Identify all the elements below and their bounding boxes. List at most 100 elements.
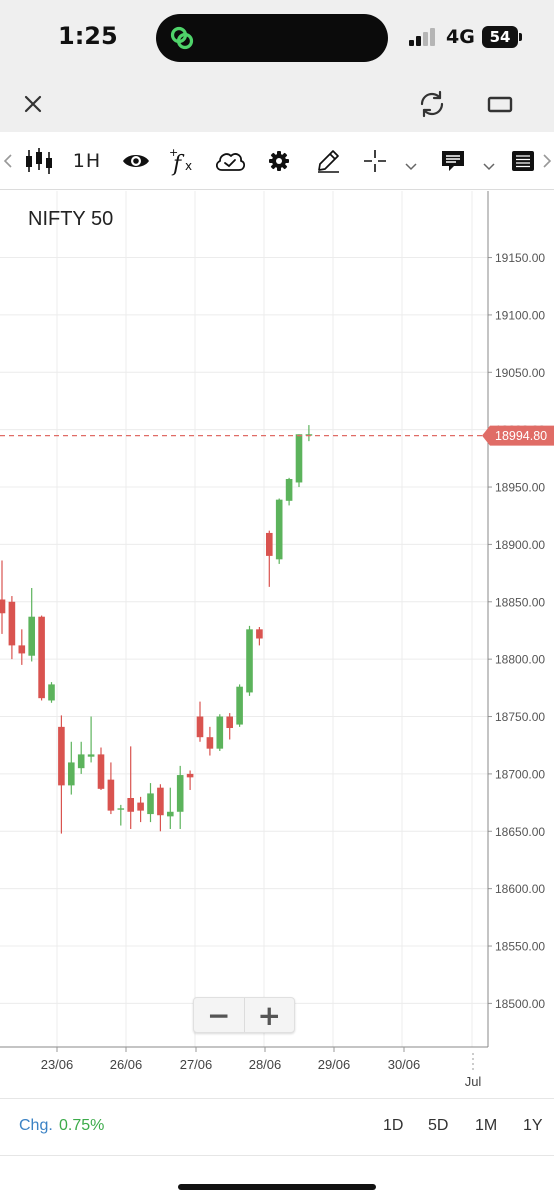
toolbar-scroll-left[interactable] bbox=[0, 132, 16, 190]
candle-body bbox=[256, 629, 263, 639]
y-tick-label: 18550.00 bbox=[495, 940, 545, 954]
range-1m-button[interactable]: 1M bbox=[475, 1117, 498, 1134]
candle-body bbox=[48, 684, 55, 701]
candle-body bbox=[167, 811, 174, 817]
candle-body bbox=[295, 434, 303, 483]
svg-text:+: + bbox=[169, 146, 178, 159]
y-tick-label: 18500.00 bbox=[495, 997, 545, 1011]
y-tick-label: 18800.00 bbox=[495, 653, 545, 667]
comments-dropdown[interactable] bbox=[478, 132, 500, 190]
app-header bbox=[0, 76, 554, 132]
zoom-divider bbox=[243, 998, 245, 1032]
x-tick-label: 28/06 bbox=[249, 1057, 282, 1072]
y-tick-label: 19100.00 bbox=[495, 308, 545, 322]
zoom-out-button[interactable]: − bbox=[207, 998, 231, 1032]
svg-text:f: f bbox=[171, 152, 185, 177]
signal-icon bbox=[409, 28, 435, 46]
price-chart[interactable]: 19150.0019100.0019050.0019000.0018950.00… bbox=[0, 191, 554, 1095]
candle-body bbox=[28, 616, 35, 656]
y-tick-label: 18900.00 bbox=[495, 538, 545, 552]
candle-body bbox=[147, 793, 154, 815]
zoom-in-button[interactable]: + bbox=[257, 998, 281, 1032]
y-tick-label: 18750.00 bbox=[495, 710, 545, 724]
bottom-bar bbox=[0, 1155, 554, 1200]
y-tick-label: 18850.00 bbox=[495, 595, 545, 609]
chart-toolbar: 1H + f x bbox=[0, 132, 554, 190]
candle-body bbox=[236, 686, 243, 725]
refresh-icon bbox=[420, 90, 444, 118]
candle-body bbox=[127, 798, 134, 812]
y-tick-label: 18950.00 bbox=[495, 481, 545, 495]
candle-body bbox=[97, 754, 105, 789]
gear-icon bbox=[269, 151, 289, 171]
chart-footer: Chg. 0.75% 1D 5D 1M 1Y bbox=[0, 1098, 554, 1154]
list-icon bbox=[512, 151, 534, 171]
candle-body bbox=[176, 775, 184, 812]
range-1d-button[interactable]: 1D bbox=[383, 1117, 404, 1134]
x-tick-label: 30/06 bbox=[388, 1057, 421, 1072]
cloud-save-button[interactable] bbox=[210, 132, 250, 190]
dynamic-island bbox=[156, 14, 388, 62]
y-tick-label: 18650.00 bbox=[495, 825, 545, 839]
comments-button[interactable] bbox=[436, 132, 470, 190]
candlestick-icon bbox=[26, 148, 52, 174]
candle-body bbox=[226, 716, 233, 729]
y-tick-label: 18700.00 bbox=[495, 767, 545, 781]
candle-body bbox=[157, 787, 164, 816]
candle-body bbox=[266, 532, 273, 556]
toolbar-scroll-right[interactable] bbox=[540, 132, 554, 190]
crosshair-dropdown[interactable] bbox=[400, 132, 422, 190]
candle-body bbox=[216, 716, 224, 749]
interval-label: 1H bbox=[72, 150, 102, 172]
candle-body bbox=[107, 779, 115, 811]
candle-body bbox=[206, 737, 214, 749]
x-tick-label: Jul bbox=[465, 1074, 482, 1089]
close-icon bbox=[24, 95, 42, 113]
landscape-button[interactable] bbox=[480, 84, 520, 124]
home-indicator bbox=[178, 1184, 376, 1190]
candle-body bbox=[8, 601, 16, 646]
change-label: Chg. bbox=[19, 1117, 53, 1134]
candle-body bbox=[285, 479, 293, 501]
visibility-button[interactable] bbox=[118, 132, 154, 190]
battery-level: 54 bbox=[482, 26, 522, 48]
link-icon bbox=[170, 26, 194, 50]
chart-area[interactable]: 19150.0019100.0019050.0019000.0018950.00… bbox=[0, 191, 554, 1095]
candle-body bbox=[186, 773, 194, 778]
candle-body bbox=[38, 616, 45, 699]
chart-type-button[interactable] bbox=[20, 132, 58, 190]
candle-body bbox=[87, 754, 95, 757]
chevron-down-icon bbox=[483, 163, 495, 171]
candle-body bbox=[137, 802, 144, 811]
candle-body bbox=[275, 499, 283, 560]
candle-body bbox=[196, 716, 204, 738]
y-tick-label: 19050.00 bbox=[495, 366, 545, 380]
symbol-label: NIFTY 50 bbox=[28, 208, 114, 230]
range-5d-button[interactable]: 5D bbox=[428, 1117, 449, 1134]
watchlist-button[interactable] bbox=[508, 132, 538, 190]
y-tick-label: 19150.00 bbox=[495, 251, 545, 265]
x-tick-label: 27/06 bbox=[180, 1057, 213, 1072]
candle-body bbox=[77, 754, 85, 769]
settings-button[interactable] bbox=[262, 132, 296, 190]
candle-body bbox=[246, 629, 253, 693]
close-button[interactable] bbox=[13, 84, 53, 124]
indicators-button[interactable]: + f x bbox=[164, 132, 200, 190]
cloud-check-icon bbox=[215, 153, 246, 171]
candle-body bbox=[18, 645, 26, 654]
crosshair-button[interactable] bbox=[358, 132, 392, 190]
interval-button[interactable]: 1H bbox=[66, 132, 108, 190]
candle-body bbox=[0, 599, 6, 614]
x-tick-label: 29/06 bbox=[318, 1057, 351, 1072]
range-1y-button[interactable]: 1Y bbox=[523, 1117, 543, 1134]
landscape-icon bbox=[487, 96, 513, 113]
drawing-button[interactable] bbox=[310, 132, 346, 190]
pencil-icon bbox=[318, 150, 339, 173]
y-tick-label: 18600.00 bbox=[495, 882, 545, 896]
candle-body bbox=[117, 808, 125, 810]
refresh-button[interactable] bbox=[412, 84, 452, 124]
chevron-right-icon bbox=[543, 154, 552, 168]
last-price-label: 18994.80 bbox=[495, 429, 547, 443]
x-tick-label: 23/06 bbox=[41, 1057, 74, 1072]
